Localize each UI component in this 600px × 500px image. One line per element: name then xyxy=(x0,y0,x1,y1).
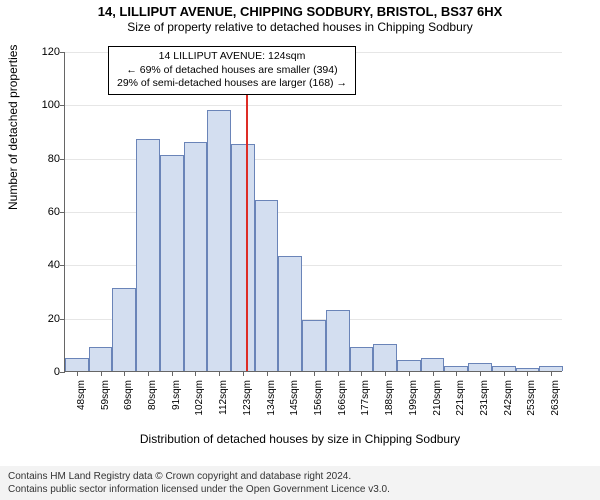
y-tick-label: 80 xyxy=(30,153,60,165)
x-tick xyxy=(124,371,125,376)
histogram-bar xyxy=(184,142,208,371)
x-tick xyxy=(314,371,315,376)
x-tick-label: 166sqm xyxy=(337,380,348,430)
x-tick xyxy=(243,371,244,376)
x-tick-label: 69sqm xyxy=(123,380,134,430)
x-tick xyxy=(290,371,291,376)
x-tick-label: 134sqm xyxy=(266,380,277,430)
y-tick-label: 20 xyxy=(30,313,60,325)
x-tick xyxy=(101,371,102,376)
x-tick-label: 123sqm xyxy=(242,380,253,430)
y-tick xyxy=(60,105,65,106)
x-tick xyxy=(77,371,78,376)
x-tick-label: 112sqm xyxy=(218,380,229,430)
y-tick xyxy=(60,319,65,320)
histogram-bar xyxy=(397,360,421,371)
x-axis-caption: Distribution of detached houses by size … xyxy=(0,432,600,446)
histogram-bar xyxy=(112,288,136,371)
x-tick xyxy=(480,371,481,376)
x-tick-label: 156sqm xyxy=(313,380,324,430)
x-tick xyxy=(338,371,339,376)
y-tick-label: 100 xyxy=(30,99,60,111)
x-tick-label: 231sqm xyxy=(479,380,490,430)
y-tick-label: 60 xyxy=(30,206,60,218)
histogram-bar xyxy=(326,310,350,371)
histogram-bar xyxy=(89,347,113,371)
histogram-chart xyxy=(64,52,562,372)
x-tick-label: 242sqm xyxy=(503,380,514,430)
x-tick-label: 80sqm xyxy=(147,380,158,430)
annotation-line: ← 69% of detached houses are smaller (39… xyxy=(117,64,347,78)
gridline xyxy=(65,105,562,106)
annotation-box: 14 LILLIPUT AVENUE: 124sqm← 69% of detac… xyxy=(108,46,356,95)
x-tick-label: 263sqm xyxy=(550,380,561,430)
page-title: 14, LILLIPUT AVENUE, CHIPPING SODBURY, B… xyxy=(0,4,600,19)
x-tick xyxy=(219,371,220,376)
x-tick xyxy=(385,371,386,376)
x-tick-label: 199sqm xyxy=(408,380,419,430)
x-tick xyxy=(195,371,196,376)
x-tick xyxy=(456,371,457,376)
y-tick xyxy=(60,52,65,53)
x-tick-label: 102sqm xyxy=(194,380,205,430)
x-tick xyxy=(267,371,268,376)
footer-attribution: Contains HM Land Registry data © Crown c… xyxy=(0,466,600,500)
x-tick xyxy=(361,371,362,376)
histogram-bar xyxy=(207,110,231,371)
y-tick xyxy=(60,212,65,213)
histogram-bar xyxy=(350,347,374,371)
histogram-bar xyxy=(160,155,184,371)
y-tick-label: 120 xyxy=(30,46,60,58)
histogram-bar xyxy=(421,358,445,371)
x-tick xyxy=(409,371,410,376)
histogram-bar xyxy=(373,344,397,371)
annotation-line: 14 LILLIPUT AVENUE: 124sqm xyxy=(117,50,347,64)
x-tick-label: 145sqm xyxy=(289,380,300,430)
histogram-bar xyxy=(136,139,160,371)
footer-line: Contains public sector information licen… xyxy=(8,483,592,496)
histogram-bar xyxy=(278,256,302,371)
histogram-bar xyxy=(65,358,89,371)
y-tick xyxy=(60,372,65,373)
x-tick xyxy=(504,371,505,376)
x-tick-label: 59sqm xyxy=(100,380,111,430)
y-tick-label: 40 xyxy=(30,259,60,271)
x-tick-label: 91sqm xyxy=(171,380,182,430)
x-tick-label: 188sqm xyxy=(384,380,395,430)
histogram-bar xyxy=(302,320,326,371)
histogram-bar xyxy=(231,144,255,371)
x-tick xyxy=(172,371,173,376)
x-tick-label: 253sqm xyxy=(526,380,537,430)
x-tick-label: 210sqm xyxy=(432,380,443,430)
histogram-bar xyxy=(468,363,492,371)
x-tick-label: 48sqm xyxy=(76,380,87,430)
x-tick-label: 221sqm xyxy=(455,380,466,430)
x-tick xyxy=(527,371,528,376)
x-tick xyxy=(551,371,552,376)
y-axis-label: Number of detached properties xyxy=(6,45,20,210)
property-marker-line xyxy=(246,52,248,371)
annotation-line: 29% of semi-detached houses are larger (… xyxy=(117,77,347,91)
y-tick xyxy=(60,159,65,160)
y-tick-label: 0 xyxy=(30,366,60,378)
y-tick xyxy=(60,265,65,266)
x-tick-label: 177sqm xyxy=(360,380,371,430)
footer-line: Contains HM Land Registry data © Crown c… xyxy=(8,470,592,483)
histogram-bar xyxy=(255,200,279,371)
page-subtitle: Size of property relative to detached ho… xyxy=(0,20,600,34)
x-tick xyxy=(433,371,434,376)
x-tick xyxy=(148,371,149,376)
